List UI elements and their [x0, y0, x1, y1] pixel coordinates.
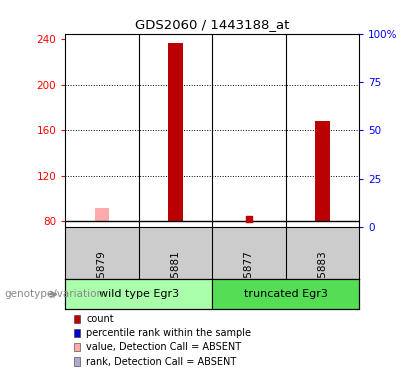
Text: GSM35883: GSM35883 [318, 251, 327, 307]
Text: wild type Egr3: wild type Egr3 [99, 290, 178, 299]
Point [245, 216, 252, 222]
Text: GSM35877: GSM35877 [244, 251, 254, 307]
Title: GDS2060 / 1443188_at: GDS2060 / 1443188_at [135, 18, 289, 31]
Text: GSM35879: GSM35879 [97, 251, 107, 307]
Bar [65, 279, 212, 309]
Text: value, Detection Call = ABSENT: value, Detection Call = ABSENT [86, 342, 242, 352]
Text: percentile rank within the sample: percentile rank within the sample [86, 328, 251, 338]
Text: count: count [86, 314, 114, 324]
Text: GSM35881: GSM35881 [171, 251, 180, 307]
Text: genotype/variation: genotype/variation [4, 290, 103, 299]
Bar [212, 279, 359, 309]
Text: rank, Detection Call = ABSENT: rank, Detection Call = ABSENT [86, 357, 236, 366]
Text: truncated Egr3: truncated Egr3 [244, 290, 328, 299]
Bar [168, 43, 183, 221]
Bar [94, 208, 109, 221]
Bar [315, 121, 330, 221]
